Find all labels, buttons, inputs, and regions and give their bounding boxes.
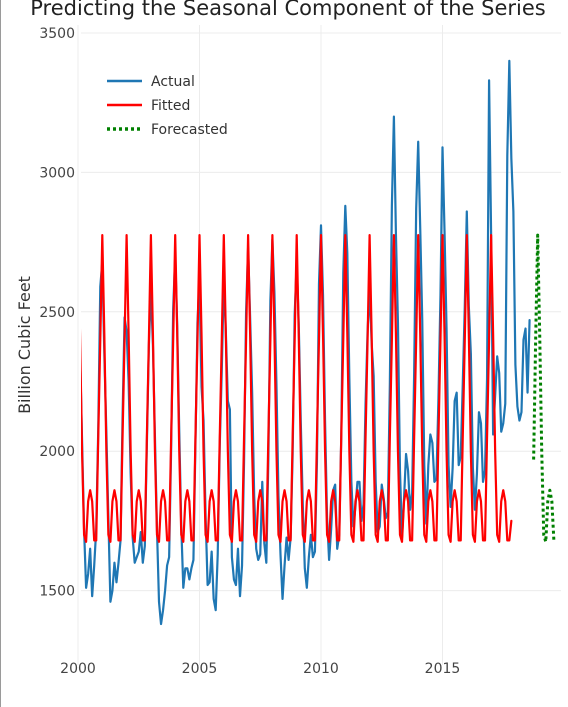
y-tick-label-3500: 3500 — [39, 26, 75, 42]
y-tick-label-2500: 2500 — [39, 305, 75, 321]
y-tick-label-2000: 2000 — [39, 444, 75, 460]
y-axis-title: Billion Cubic Feet — [15, 276, 34, 414]
y-tick-label-3000: 3000 — [39, 165, 75, 181]
legend-label-actual: Actual — [151, 74, 195, 90]
x-tick-label-2015: 2015 — [425, 661, 461, 677]
series-lines — [81, 59, 556, 626]
x-axis-ticks: 2000 2005 2010 2015 — [60, 661, 460, 677]
series-line-fitted — [81, 234, 513, 543]
legend-label-fitted: Fitted — [151, 98, 190, 114]
series-line-forecasted — [532, 233, 556, 544]
y-tick-label-1500: 1500 — [39, 584, 75, 600]
x-tick-label-2000: 2000 — [60, 661, 96, 677]
legend: Actual Fitted Forecasted — [107, 74, 228, 138]
x-tick-label-2010: 2010 — [303, 661, 339, 677]
y-axis-ticks: 1500 2000 2500 3000 3500 — [39, 26, 75, 600]
legend-label-forecasted: Forecasted — [151, 122, 228, 138]
chart-title: Predicting the Seasonal Component of the… — [30, 0, 545, 20]
x-tick-label-2005: 2005 — [182, 661, 218, 677]
grid — [77, 25, 561, 665]
